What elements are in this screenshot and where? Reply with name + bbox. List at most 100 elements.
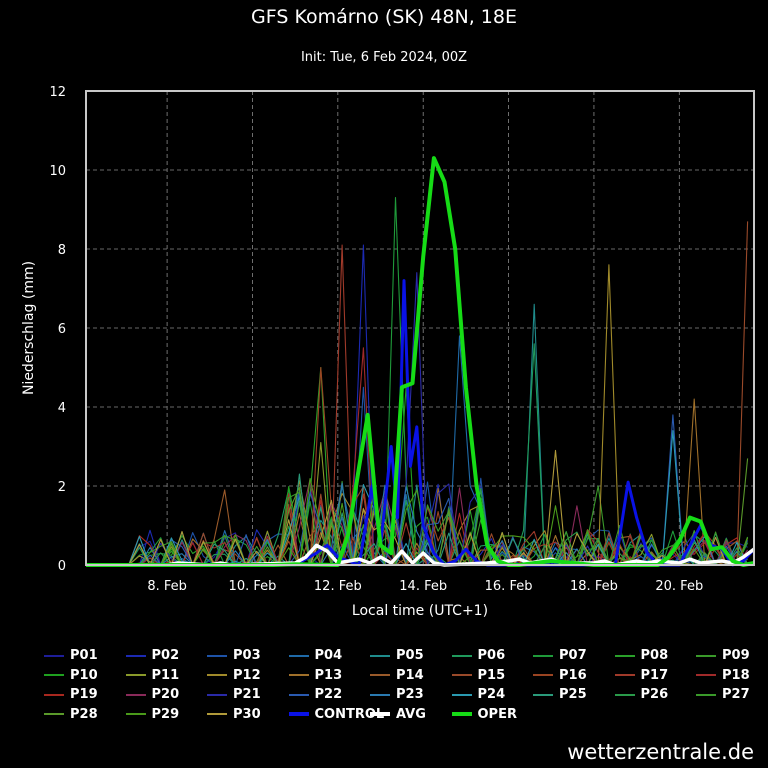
legend-label: CONTROL bbox=[314, 706, 385, 722]
y-tick-label: 2 bbox=[58, 480, 66, 495]
legend-item-p20: P20 bbox=[125, 687, 180, 702]
legend-label: P09 bbox=[722, 648, 750, 663]
legend-swatch bbox=[288, 712, 309, 716]
legend-swatch bbox=[614, 654, 635, 657]
legend-label: P01 bbox=[70, 648, 98, 663]
series-line-p16 bbox=[86, 366, 748, 566]
legend-label: P04 bbox=[314, 648, 343, 663]
legend-item-p27: P27 bbox=[696, 687, 750, 702]
y-tick-label: 6 bbox=[58, 322, 66, 337]
legend-swatch bbox=[696, 654, 716, 657]
legend-swatch bbox=[614, 674, 635, 676]
x-tick-label: 12. Feb bbox=[314, 579, 362, 594]
legend-swatch bbox=[288, 654, 309, 657]
legend-swatch bbox=[44, 713, 64, 715]
legend-item-p10: P10 bbox=[44, 668, 98, 683]
legend-label: P02 bbox=[151, 648, 180, 663]
series-line-p03 bbox=[86, 386, 749, 566]
chart-subtitle: Init: Tue, 6 Feb 2024, 00Z bbox=[300, 50, 468, 65]
legend-item-p14: P14 bbox=[370, 668, 424, 683]
legend-label: P29 bbox=[151, 706, 180, 722]
legend-label: P11 bbox=[151, 667, 180, 683]
legend-item-p05: P05 bbox=[370, 648, 424, 663]
legend-label: P03 bbox=[233, 648, 261, 663]
legend-item-p11: P11 bbox=[125, 667, 180, 683]
legend-item-p21: P21 bbox=[207, 687, 261, 702]
legend-item-p30: P30 bbox=[207, 707, 261, 722]
y-axis-label: Niederschlag (mm) bbox=[21, 261, 37, 395]
legend-item-p15: P15 bbox=[451, 667, 506, 683]
legend-item-p06: P06 bbox=[451, 648, 506, 663]
legend-label: P14 bbox=[396, 667, 424, 683]
series-line-p02 bbox=[86, 244, 748, 566]
y-tick-label: 8 bbox=[58, 243, 66, 258]
series-line-p10 bbox=[86, 386, 748, 566]
legend-swatch bbox=[451, 674, 472, 676]
legend-label: P20 bbox=[151, 687, 180, 702]
legend-label: P13 bbox=[314, 667, 343, 683]
x-tick-label: 14. Feb bbox=[399, 579, 447, 594]
legend-item-p01: P01 bbox=[44, 648, 98, 663]
x-tick-label: 8. Feb bbox=[147, 579, 187, 594]
legend-item-p22: P22 bbox=[288, 687, 342, 702]
legend-swatch bbox=[44, 654, 64, 657]
legend-swatch bbox=[44, 693, 64, 696]
legend-item-p19: P19 bbox=[44, 687, 98, 702]
legend-label: P15 bbox=[477, 667, 506, 683]
legend-item-avg: AVG bbox=[370, 707, 426, 722]
legend-item-p26: P26 bbox=[614, 687, 669, 702]
legend-swatch bbox=[288, 693, 309, 696]
series-line-oper bbox=[86, 156, 755, 567]
legend-item-oper: OPER bbox=[451, 706, 517, 722]
series-line-p07 bbox=[86, 197, 749, 566]
legend-item-p17: P17 bbox=[614, 667, 669, 683]
legend-label: P24 bbox=[477, 687, 506, 702]
legend-item-p23: P23 bbox=[370, 687, 424, 702]
legend-label: AVG bbox=[396, 706, 426, 722]
legend-label: P19 bbox=[70, 687, 98, 702]
legend-label: P23 bbox=[396, 687, 424, 702]
precipitation-chart: 0 2 4 6 8 10 12 8. Feb 10. Feb 12. Feb 14. Feb 16. … bbox=[21, 85, 756, 619]
x-tick-label: 10. Feb bbox=[229, 579, 277, 594]
legend-item-control: CONTROL bbox=[288, 706, 385, 722]
legend-label: P21 bbox=[233, 687, 261, 702]
x-tick-label: 16. Feb bbox=[485, 579, 533, 594]
plot-frame bbox=[85, 90, 755, 566]
legend-item-p16: P16 bbox=[533, 668, 587, 683]
legend-swatch bbox=[125, 654, 146, 657]
legend-swatch bbox=[125, 674, 146, 676]
legend-swatch bbox=[614, 693, 635, 696]
legend-label: OPER bbox=[477, 706, 517, 722]
legend-label: P17 bbox=[640, 667, 669, 683]
legend-label: P26 bbox=[640, 687, 669, 702]
legend-label: P05 bbox=[396, 648, 424, 663]
legend-swatch bbox=[533, 654, 553, 657]
legend-item-p13: P13 bbox=[288, 667, 343, 683]
brand-label: wetterzentrale.de bbox=[567, 740, 754, 764]
legend-swatch bbox=[533, 693, 553, 696]
legend-label: P08 bbox=[640, 648, 669, 663]
legend-label: P30 bbox=[233, 706, 261, 722]
legend-swatch bbox=[370, 712, 390, 716]
legend-swatch bbox=[370, 654, 390, 657]
legend-label: P12 bbox=[233, 667, 261, 683]
y-tick-label: 4 bbox=[58, 401, 66, 416]
legend-item-p02: P02 bbox=[125, 648, 180, 663]
legend-item-p08: P08 bbox=[614, 648, 669, 663]
chart-title: GFS Komárno (SK) 48N, 18E bbox=[251, 6, 517, 28]
legend-item-p07: P07 bbox=[533, 648, 587, 663]
legend-swatch bbox=[370, 674, 390, 676]
series-line-p17 bbox=[86, 244, 748, 566]
legend-label: P07 bbox=[559, 648, 587, 663]
legend-swatch bbox=[696, 693, 716, 696]
legend-label: P25 bbox=[559, 687, 587, 702]
legend-swatch bbox=[207, 693, 227, 696]
legend-label: P18 bbox=[722, 667, 750, 683]
legend-swatch bbox=[451, 693, 472, 696]
legend-swatch bbox=[207, 654, 227, 657]
legend-swatch bbox=[533, 674, 553, 676]
y-tick-label: 0 bbox=[58, 559, 66, 574]
legend-item-p04: P04 bbox=[288, 648, 343, 663]
legend-label: P06 bbox=[477, 648, 506, 663]
legend-item-p28: P28 bbox=[44, 707, 98, 722]
